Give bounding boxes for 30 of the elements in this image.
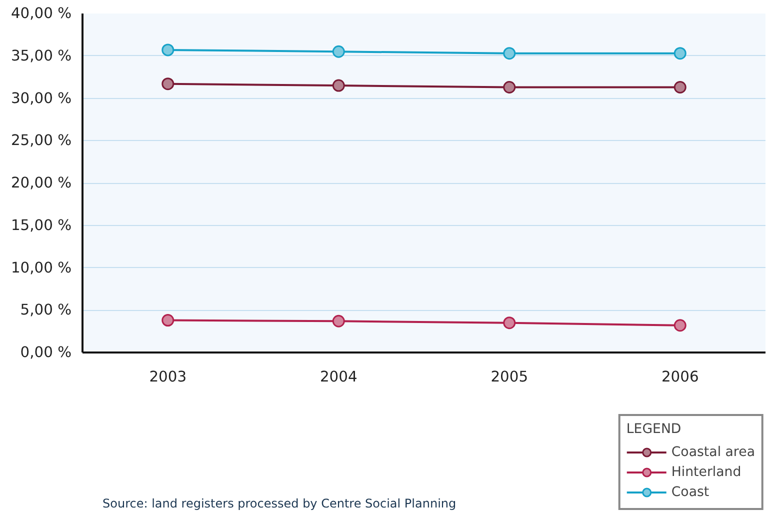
- point: [503, 80, 516, 94]
- point: [674, 47, 686, 60]
- point: [162, 78, 174, 90]
- x-tick-label: 2004: [320, 368, 358, 386]
- point: [503, 47, 516, 60]
- point: [332, 314, 345, 328]
- y-tick-label: 30,00 %: [10, 90, 72, 107]
- y-tick-label: 40,00 %: [10, 5, 72, 22]
- x-tick-label: 2006: [661, 368, 699, 386]
- point: [503, 316, 516, 330]
- y-tick-label: 20,00 %: [10, 174, 72, 192]
- y-tick-label: 25,00 %: [10, 132, 72, 150]
- legend-title: LEGEND: [626, 422, 682, 437]
- legend-label: Hinterland: [671, 464, 742, 480]
- point: [674, 319, 686, 332]
- point: [162, 44, 174, 56]
- x-tick-label: 2005: [490, 368, 528, 386]
- x-tick-label: 2003: [149, 368, 187, 386]
- point: [332, 79, 345, 92]
- source-note: Source: land registers processed by Centre Social Planning: [102, 496, 456, 510]
- point: [674, 80, 686, 94]
- y-tick-label: 15,00 %: [10, 216, 72, 234]
- point: [162, 314, 174, 327]
- point: [332, 45, 345, 58]
- y-tick-label: 35,00 %: [10, 47, 72, 64]
- y-tick-label: 10,00 %: [10, 259, 72, 276]
- legend-label: Coast: [671, 484, 710, 500]
- legend-label: Coastal area: [671, 444, 755, 460]
- y-tick-label: 0,00 %: [20, 344, 72, 361]
- y-tick-label: 5,00 %: [20, 302, 72, 319]
